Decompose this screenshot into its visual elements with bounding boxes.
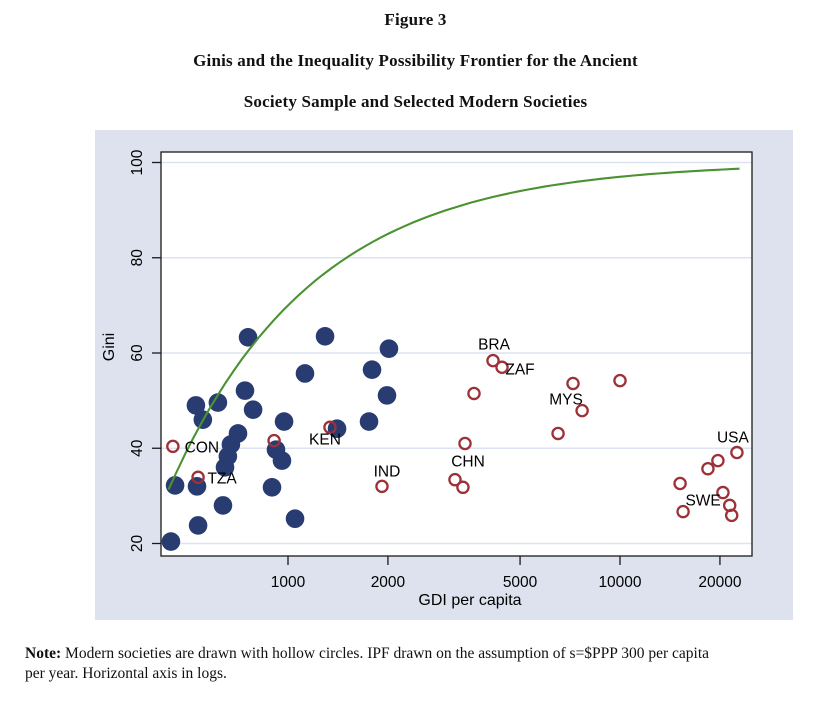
ancient-society-point — [238, 327, 258, 347]
country-label: SWE — [685, 493, 720, 510]
modern-society-point — [676, 504, 690, 519]
ancient-society-point — [213, 496, 233, 515]
modern-society-point — [701, 461, 715, 476]
country-label: IND — [374, 463, 401, 480]
modern-society-point — [375, 479, 389, 494]
ancient-society-point — [215, 458, 235, 477]
ancient-society-point — [285, 509, 305, 529]
country-label: MYS — [549, 391, 583, 408]
country-label: CHN — [451, 453, 485, 470]
ancient-society-point — [208, 393, 228, 412]
y-tick-label: 60 — [129, 344, 146, 362]
modern-society-point — [467, 386, 481, 401]
ancient-society-point — [243, 400, 263, 419]
modern-society-point — [458, 436, 472, 451]
figure-title-line-2: Society Sample and Selected Modern Socie… — [243, 92, 588, 111]
modern-society-point — [191, 470, 205, 485]
x-axis-title: GDI per capita — [418, 592, 521, 609]
y-tick-label: 100 — [129, 149, 146, 175]
chart-card: 20 40 60 80 100 1000 2000 5000 10000 20000 Gini GDI… — [95, 130, 793, 620]
modern-society-point — [673, 476, 687, 491]
country-label: CON — [185, 439, 219, 456]
modern-society-point — [711, 453, 725, 468]
modern-society-point — [566, 376, 580, 391]
modern-society-point — [166, 439, 180, 454]
y-tick-label: 80 — [129, 249, 146, 267]
ancient-society-point — [235, 381, 255, 400]
ancient-society-point — [315, 327, 335, 346]
country-label: KEN — [309, 431, 341, 448]
modern-society-point — [551, 426, 565, 441]
ancient-society-point — [272, 451, 292, 470]
ancient-society-point — [274, 412, 294, 431]
ancient-society-point — [188, 516, 208, 535]
figure-note: Note: Modern societies are drawn with ho… — [25, 644, 725, 684]
modern-society-point — [323, 420, 337, 435]
ipf-curve — [167, 167, 740, 490]
ancient-society-point — [295, 364, 315, 383]
country-label: ZAF — [505, 361, 534, 378]
y-tick-label: 20 — [129, 535, 146, 553]
modern-society-point — [730, 445, 744, 460]
country-label: USA — [717, 430, 750, 447]
plot-area — [161, 152, 752, 556]
country-label: TZA — [207, 470, 237, 487]
x-tick-label: 5000 — [503, 574, 538, 591]
modern-society-point — [486, 353, 500, 368]
ancient-society-point — [165, 476, 185, 495]
note-label: Note: — [25, 645, 62, 662]
modern-society-point — [613, 373, 627, 388]
modern-society-point — [724, 508, 739, 523]
ancient-society-point — [186, 396, 206, 415]
x-tick-label: 1000 — [271, 574, 306, 591]
ancient-society-point — [262, 478, 282, 497]
modern-society-point — [495, 360, 509, 375]
x-tick-label: 20000 — [698, 574, 741, 591]
modern-society-point — [267, 433, 281, 448]
y-axis-title: Gini — [101, 333, 118, 361]
x-tick-label: 2000 — [371, 574, 406, 591]
ancient-society-point — [161, 532, 181, 551]
figure-title-line-1: Ginis and the Inequality Possibility Fro… — [193, 51, 638, 70]
ancient-society-point — [379, 339, 399, 359]
ancient-society-point — [362, 360, 382, 379]
country-label: BRA — [478, 337, 511, 354]
plot-frame — [160, 151, 753, 557]
note-text: Modern societies are drawn with hollow c… — [25, 645, 710, 682]
figure-number: Figure 3 — [384, 10, 447, 29]
modern-society-point — [456, 480, 470, 495]
ancient-society-point — [377, 386, 397, 405]
modern-society-point — [575, 403, 589, 418]
y-tick-label: 40 — [129, 439, 146, 457]
ancient-society-point — [359, 412, 379, 431]
modern-society-point — [448, 472, 462, 487]
x-tick-label: 10000 — [598, 574, 641, 591]
modern-society-point — [716, 485, 730, 500]
chart-svg: 20 40 60 80 100 1000 2000 5000 10000 20000 Gini GDI… — [101, 149, 753, 609]
